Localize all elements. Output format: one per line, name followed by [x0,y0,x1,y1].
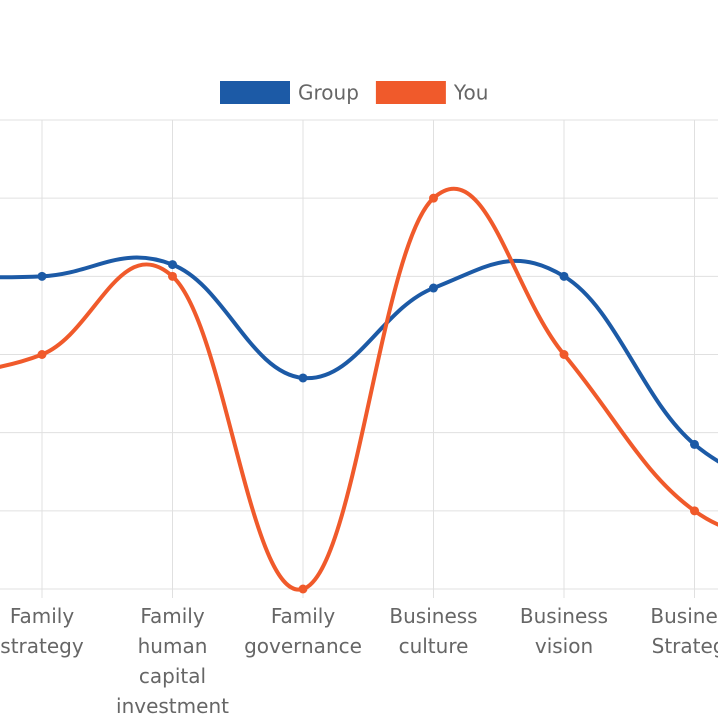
x-tick-label: BusinessStrategy [650,604,718,658]
data-point [690,439,699,449]
data-point [298,373,308,383]
data-point [690,506,699,516]
grid [0,119,718,598]
data-point [429,283,438,293]
data-point [429,193,438,203]
x-tick-label: Family strategy [0,604,84,658]
data-point [37,350,47,359]
data-point [559,271,569,281]
series-line [0,255,718,464]
data-point [559,350,569,359]
legend-swatch [220,81,290,104]
data-point [37,271,47,281]
plot-area [0,187,718,594]
legend: Group You [220,81,488,105]
data-point [298,584,308,594]
x-tick-label: Business culture [389,604,477,658]
x-tick-label: Family governance [244,604,362,658]
data-point [168,271,177,281]
axis-labels: Family strategy Family human capital investme… [0,604,718,718]
x-tick-label: Business vision [520,604,608,658]
data-point [168,260,177,270]
legend-label: You [453,81,488,105]
legend-label: Group [298,81,359,105]
series-line [0,187,718,592]
legend-swatch [375,81,446,104]
x-tick-label: Family human capital investment [116,604,229,718]
